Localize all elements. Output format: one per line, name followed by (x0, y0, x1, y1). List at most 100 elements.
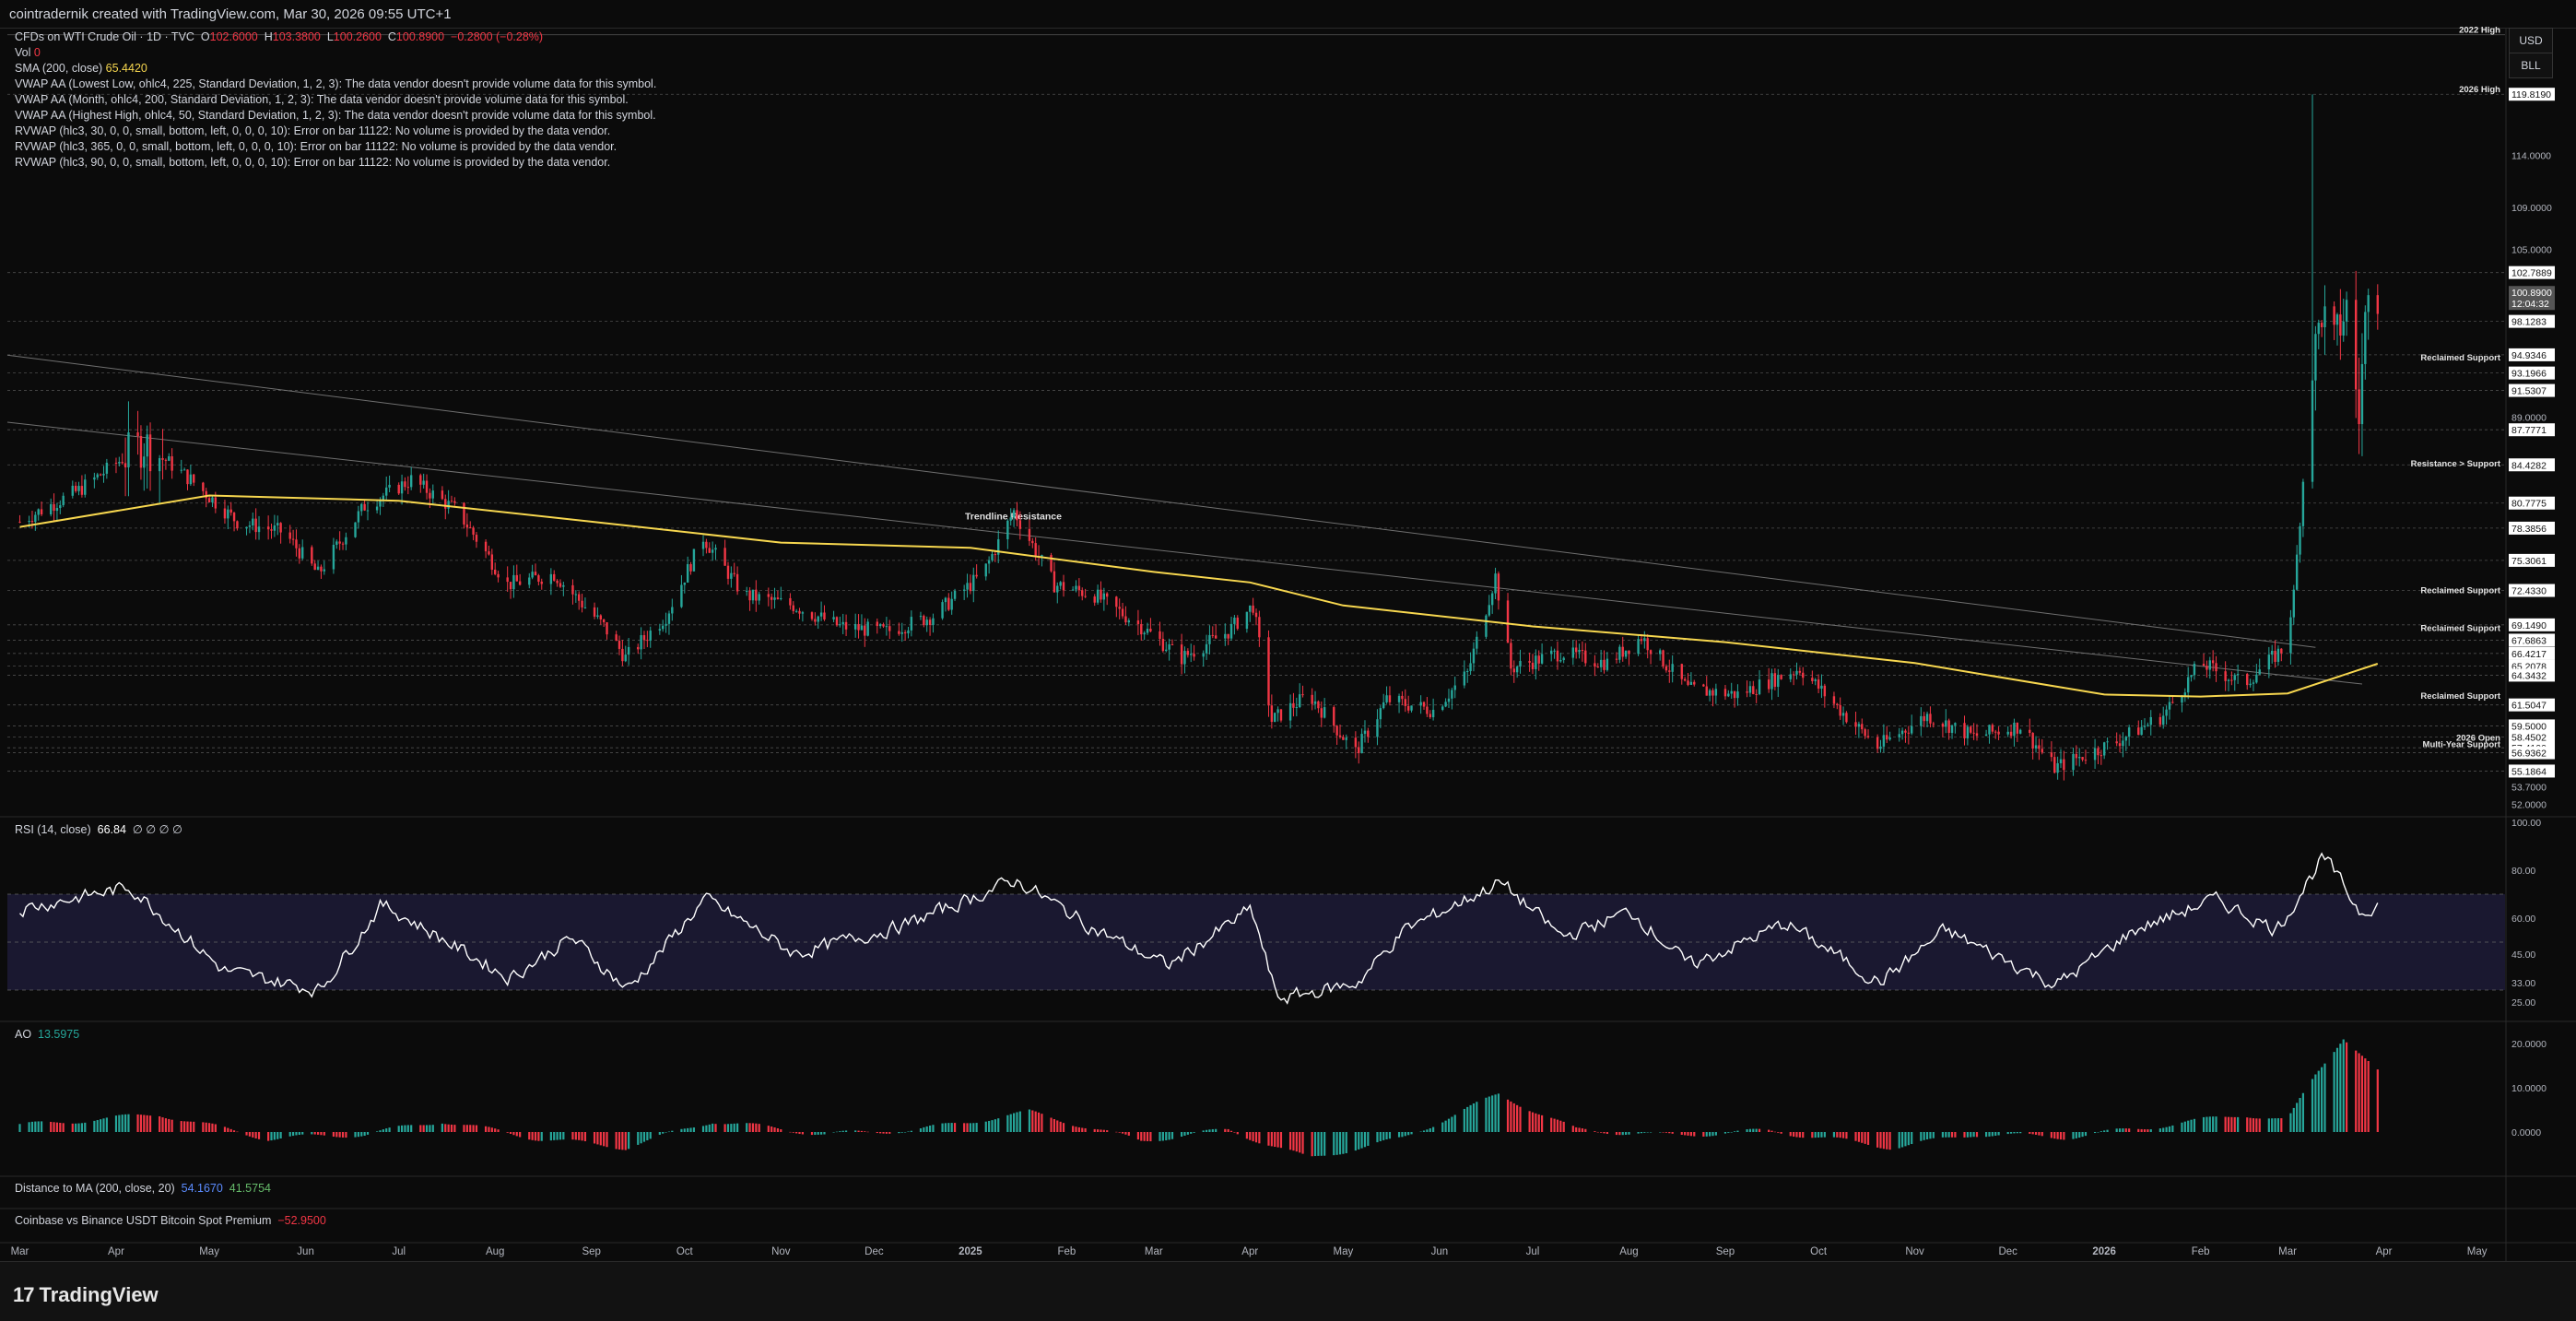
creator-credit: cointradernik created with TradingView.c… (9, 6, 452, 22)
candle-body (919, 616, 923, 618)
ao-bar (810, 1132, 814, 1136)
ao-bar (2299, 1098, 2301, 1132)
candle-body (801, 612, 805, 614)
ao-bar (1159, 1132, 1161, 1141)
ao-bar (994, 1119, 996, 1132)
ao-bar (121, 1115, 124, 1132)
ao-bar (581, 1132, 583, 1141)
legend-indicator: RVWAP (hlc3, 30, 0, 0, small, bottom, le… (15, 124, 611, 137)
rsi-axis-tick: 33.00 (2511, 978, 2535, 989)
candle-body (1059, 582, 1062, 586)
legend-change: −0.2800 (−0.28%) (451, 30, 544, 43)
ao-bar (2364, 1058, 2367, 1132)
ao-bar (603, 1132, 606, 1147)
candle-body (385, 487, 388, 496)
ao-bar (2029, 1132, 2031, 1134)
candle-body (248, 525, 252, 527)
legend-low: 100.2600 (333, 30, 382, 43)
currency-button[interactable]: USD (2509, 28, 2553, 53)
candle-body (2208, 660, 2211, 670)
distance-value-2: 41.5754 (229, 1182, 271, 1195)
ao-bar (1755, 1128, 1758, 1132)
ao-bar (463, 1125, 465, 1132)
candle-body (1472, 648, 1476, 664)
candle-body (1476, 636, 1478, 649)
unit-button[interactable]: BLL (2509, 53, 2553, 78)
candle-body (776, 597, 780, 599)
ao-bar (2165, 1126, 2168, 1132)
ao-bar (1832, 1132, 1836, 1138)
candle-body (1512, 668, 1515, 673)
ao-bar (1646, 1132, 1649, 1133)
ao-bar (2122, 1128, 2124, 1132)
candle-body (409, 475, 413, 488)
ao-bar (723, 1124, 726, 1132)
ao-bar (1780, 1132, 1782, 1134)
ao-bar (2115, 1128, 2118, 1132)
candle-body (121, 462, 124, 464)
ao-bar (59, 1122, 62, 1132)
candle-body (1170, 643, 1174, 645)
candle-body (313, 563, 316, 571)
tradingview-logo[interactable]: 17 TradingView (13, 1283, 159, 1307)
ao-bar (1118, 1132, 1121, 1133)
candle-body (1367, 730, 1370, 737)
price-level-tag (2509, 88, 2555, 101)
candle-body (379, 500, 382, 507)
ao-bar (1031, 1110, 1034, 1132)
ao-axis-tick: 0.0000 (2511, 1127, 2541, 1138)
candle-body (71, 485, 74, 496)
legend-h-label: H (264, 30, 273, 43)
candle-body (2276, 648, 2280, 662)
candle-body (1770, 673, 1773, 690)
ao-bar (1059, 1121, 1062, 1132)
ao-bar (102, 1118, 105, 1132)
candle-body (888, 626, 891, 631)
ao-bar (1096, 1129, 1100, 1132)
price-level-tag (2509, 521, 2555, 535)
candle-body (77, 486, 80, 491)
ao-bar (1684, 1132, 1687, 1136)
ao-bar (1519, 1106, 1522, 1132)
ao-bar (37, 1121, 40, 1132)
candle-body (534, 572, 537, 576)
ao-bar (93, 1120, 96, 1132)
candle-body (1012, 510, 1016, 518)
ao-bar (96, 1120, 99, 1132)
candle-body (1270, 705, 1274, 723)
ao-bar (528, 1132, 531, 1140)
candle-body (419, 475, 422, 485)
candle-body (1136, 620, 1140, 625)
candle-body (705, 541, 708, 548)
candle-body (637, 646, 640, 650)
ao-bar (1618, 1132, 1621, 1136)
candle-body (323, 569, 326, 572)
price-level-tag (2509, 646, 2555, 660)
ao-bar (1714, 1132, 1717, 1136)
candle-body (2202, 664, 2205, 666)
ao-bar (1932, 1132, 1935, 1138)
chart-area[interactable]: Trendline Resistance119.8190102.788998.1… (0, 0, 2576, 1261)
candle-body (714, 548, 717, 550)
ao-bar (338, 1132, 341, 1138)
candle-body (878, 624, 882, 627)
ao-bar (354, 1132, 357, 1138)
candle-body (1954, 723, 1957, 725)
candle-body (1823, 685, 1827, 697)
candle-body (363, 503, 366, 511)
candle-body (780, 597, 782, 599)
candle-body (2376, 295, 2380, 314)
ao-bar (814, 1132, 817, 1136)
ao-bar (1836, 1132, 1839, 1138)
candle-body (683, 582, 687, 585)
ao-bar (671, 1130, 674, 1132)
candle-body (599, 615, 602, 619)
price-level-tag (2509, 698, 2555, 712)
candle-body (758, 594, 760, 601)
ao-bar (1012, 1113, 1016, 1132)
ao-bar (2255, 1118, 2258, 1132)
ao-bar (2053, 1132, 2056, 1139)
ao-bar (28, 1122, 30, 1132)
candle-body (556, 580, 559, 584)
ao-bar (2246, 1117, 2249, 1132)
